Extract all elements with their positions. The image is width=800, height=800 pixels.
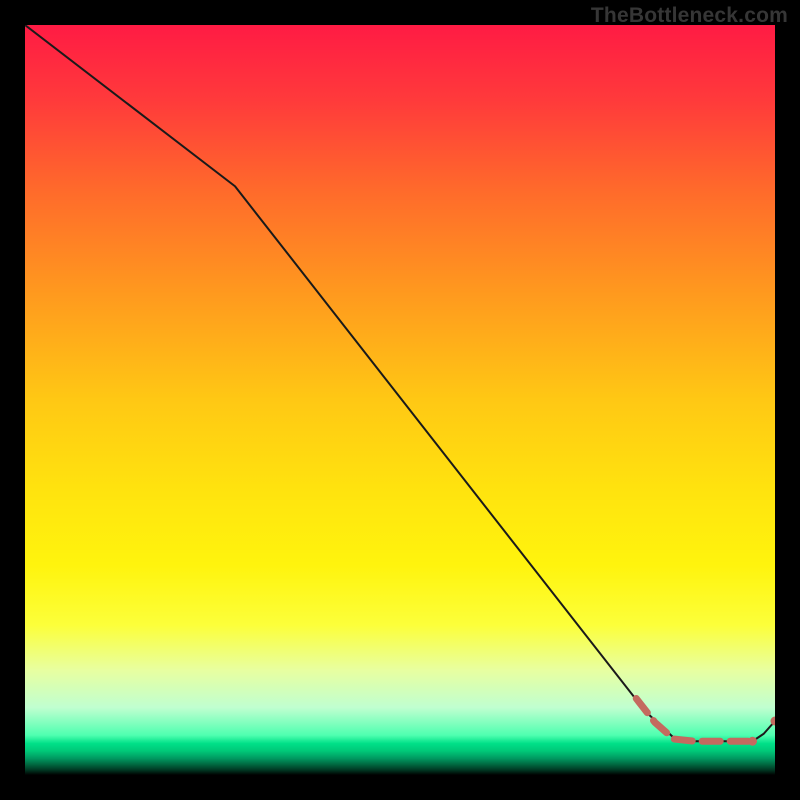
curve-overlay xyxy=(25,25,775,775)
plot-area xyxy=(25,25,775,775)
dashed-segment xyxy=(636,699,752,742)
main-curve xyxy=(25,25,775,741)
chart-container: TheBottleneck.com xyxy=(0,0,800,800)
marker-group xyxy=(748,717,775,746)
marker-point xyxy=(748,737,757,746)
